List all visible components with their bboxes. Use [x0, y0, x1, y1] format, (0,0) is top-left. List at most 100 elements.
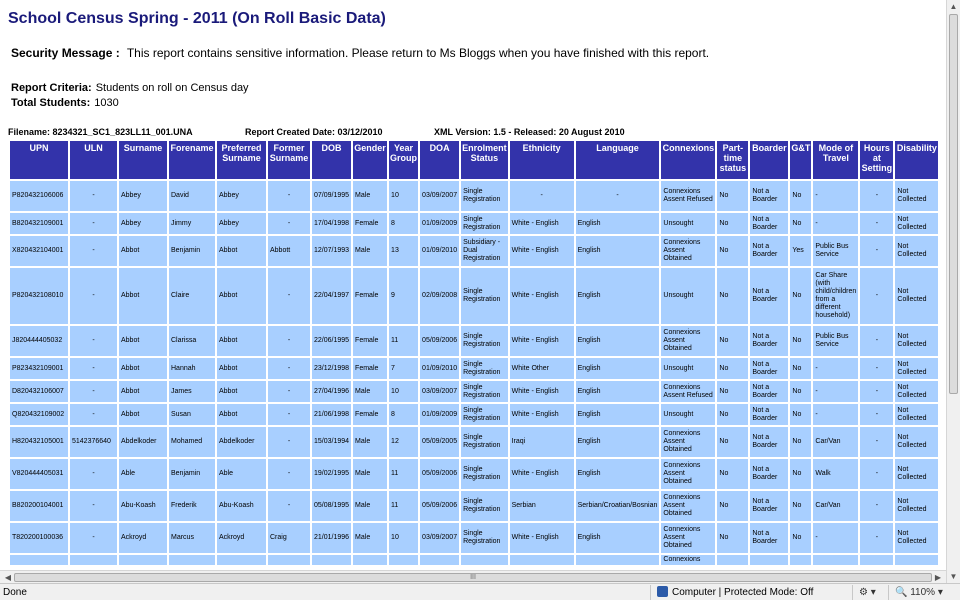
table-cell: 05/09/2006: [420, 326, 460, 356]
table-row: T820200100036- Ackroyd Marcus Ackroyd Craig 2…: [10, 523, 939, 553]
table-cell: -: [509, 181, 574, 211]
table-cell: Abbot: [217, 381, 266, 402]
zoom-level: 110%: [910, 587, 936, 598]
table-cell: English: [575, 268, 660, 324]
table-cell: -: [860, 404, 894, 425]
table-cell: English: [575, 213, 660, 234]
table-cell: Not a Boarder: [750, 427, 789, 457]
table-cell: Ackroyd: [119, 523, 167, 553]
table-cell: No: [790, 358, 812, 379]
table-cell: -: [70, 459, 117, 489]
column-header: Ethnicity: [509, 141, 574, 179]
table-cell: -: [268, 326, 310, 356]
table-cell: No: [790, 326, 812, 356]
table-row: D820432106007- Abbot James Abbot -27/04/1996…: [10, 381, 939, 402]
table-cell: -: [860, 268, 894, 324]
table-cell: -: [813, 381, 859, 402]
table-cell: Abbot: [119, 358, 167, 379]
horizontal-scrollbar[interactable]: ◀ III ▶: [0, 570, 946, 583]
table-cell: Not a Boarder: [750, 404, 789, 425]
table-cell: -: [813, 213, 859, 234]
table-cell: P820432108010: [10, 268, 68, 324]
column-header: Former Surname: [268, 141, 310, 179]
column-header: DOB: [312, 141, 352, 179]
table-cell: Abbot: [217, 404, 266, 425]
table-cell: [509, 555, 574, 565]
table-cell: Not Collected: [895, 236, 939, 266]
table-cell: Abbey: [217, 181, 266, 211]
table-cell: -: [70, 358, 117, 379]
table-cell: White - English: [509, 268, 574, 324]
table-cell: Connexions Assent Refused: [661, 181, 716, 211]
table-cell: Not a Boarder: [750, 358, 789, 379]
column-header: Boarder: [750, 141, 789, 179]
column-header: Language: [575, 141, 660, 179]
table-cell: English: [575, 381, 660, 402]
table-cell: Connexions Assent Obtained: [661, 236, 716, 266]
table-cell: Abbot: [217, 268, 266, 324]
table-cell: Single Registration: [461, 491, 508, 521]
table-cell: Abdelkoder: [119, 427, 167, 457]
table-cell: 07/09/1995: [312, 181, 352, 211]
table-cell: Single Registration: [461, 427, 508, 457]
table-cell: B820200104001: [10, 491, 68, 521]
scroll-up-arrow-icon[interactable]: ▲: [949, 2, 958, 11]
table-cell: No: [717, 404, 749, 425]
table-cell: English: [575, 358, 660, 379]
table-cell: 01/09/2009: [420, 213, 460, 234]
table-cell: H820432105001: [10, 427, 68, 457]
horizontal-scroll-thumb[interactable]: III: [14, 573, 932, 582]
table-cell: -: [813, 523, 859, 553]
table-cell: Mohamed: [169, 427, 215, 457]
report-created-date: Report Created Date: 03/12/2010: [245, 127, 383, 137]
table-row: Q820432109002- Abbot Susan Abbot -21/06/1998…: [10, 404, 939, 425]
table-cell: Single Registration: [461, 459, 508, 489]
table-cell: -: [860, 358, 894, 379]
security-message: Security Message : This report contains …: [11, 46, 709, 60]
table-cell: Able: [217, 459, 266, 489]
table-cell: Abbey: [217, 213, 266, 234]
table-cell: 8: [389, 213, 419, 234]
table-cell: 13: [389, 236, 419, 266]
table-cell: Benjamin: [169, 236, 215, 266]
table-cell: Unsought: [661, 404, 716, 425]
table-row: Connexions: [10, 555, 939, 565]
protected-mode-icon[interactable]: ⚙ ▾: [852, 585, 876, 600]
table-cell: Female: [353, 213, 388, 234]
table-cell: Abbot: [119, 381, 167, 402]
table-cell: 12/07/1993: [312, 236, 352, 266]
table-cell: Jimmy: [169, 213, 215, 234]
scroll-left-arrow-icon[interactable]: ◀: [4, 573, 12, 582]
table-cell: Subsidiary - Dual Registration: [461, 236, 508, 266]
scroll-right-arrow-icon[interactable]: ▶: [934, 573, 942, 582]
table-cell: [389, 555, 419, 565]
security-zone[interactable]: Computer | Protected Mode: Off: [650, 585, 813, 600]
scroll-down-arrow-icon[interactable]: ▼: [949, 572, 958, 581]
table-cell: -: [70, 326, 117, 356]
vertical-scrollbar[interactable]: ▲ ▼: [946, 0, 960, 583]
table-cell: X820432104001: [10, 236, 68, 266]
table-cell: -: [813, 181, 859, 211]
table-cell: Not Collected: [895, 213, 939, 234]
zoom-control[interactable]: 🔍 110% ▾: [888, 585, 943, 600]
table-cell: Car/Van: [813, 491, 859, 521]
table-cell: 05/08/1995: [312, 491, 352, 521]
table-cell: Not Collected: [895, 268, 939, 324]
table-row: V820444405031- Able Benjamin Able -19/02/199…: [10, 459, 939, 489]
table-cell: Unsought: [661, 213, 716, 234]
table-cell: Single Registration: [461, 268, 508, 324]
filename: Filename: 8234321_SC1_823LL11_001.UNA: [8, 127, 193, 137]
table-cell: Male: [353, 381, 388, 402]
table-cell: Able: [119, 459, 167, 489]
table-cell: No: [717, 491, 749, 521]
vertical-scroll-thumb[interactable]: [949, 14, 958, 394]
table-cell: James: [169, 381, 215, 402]
column-header: Connexions: [661, 141, 716, 179]
table-cell: -: [860, 459, 894, 489]
table-row: P820432106006- Abbey David Abbey -07/09/1995…: [10, 181, 939, 211]
table-cell: No: [717, 181, 749, 211]
table-cell: Male: [353, 427, 388, 457]
table-cell: -: [813, 404, 859, 425]
column-header: ULN: [70, 141, 117, 179]
table-cell: Car/Van: [813, 427, 859, 457]
